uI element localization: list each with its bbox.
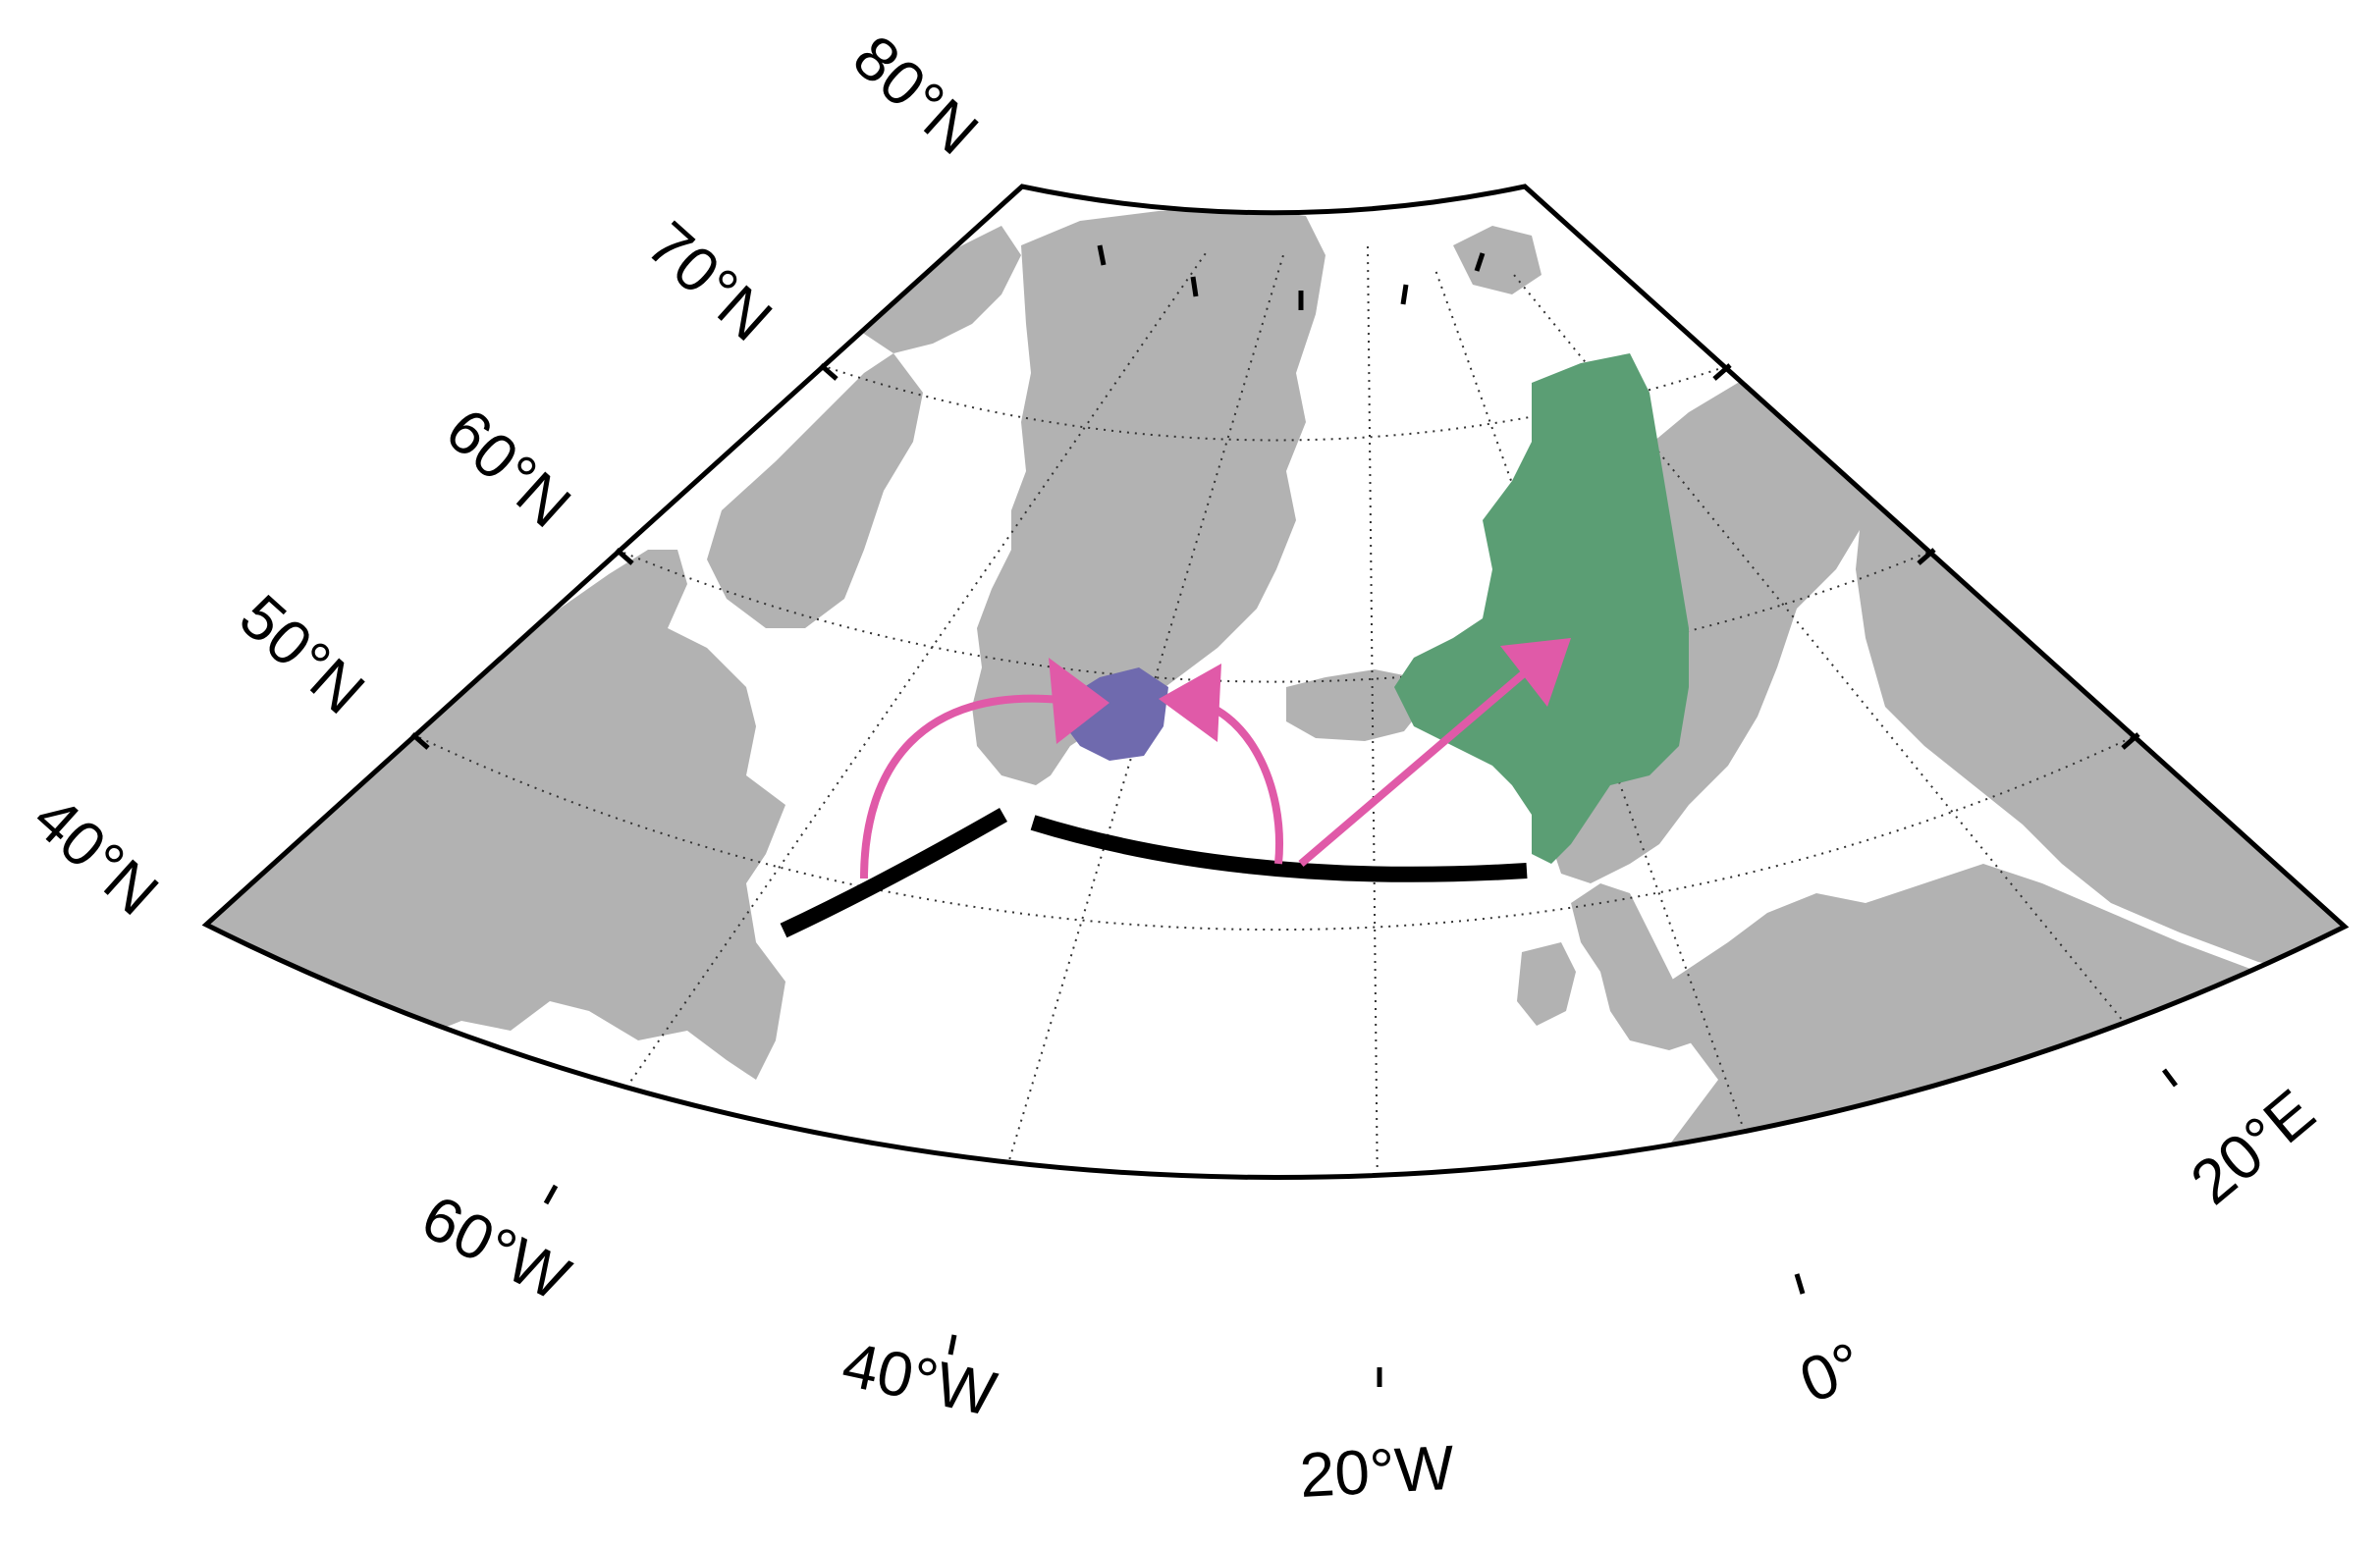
lon-label-20w: 20°W <box>1298 1432 1456 1511</box>
land-svalbard <box>1453 226 1542 294</box>
section-line-east <box>1030 815 1528 882</box>
lat-label-40n: 40°N <box>21 782 172 929</box>
parallel-60n <box>616 549 1935 683</box>
meridian-40w <box>949 254 1284 1178</box>
arrowhead-labrador <box>1049 658 1109 744</box>
lon-label-20e: 20°E <box>2178 1076 2328 1218</box>
tick-lon-40w <box>947 1334 957 1356</box>
tick-lat-50e <box>2121 732 2140 750</box>
arrowhead-irminger <box>1159 664 1221 742</box>
arrow-nordic-path <box>1298 659 1540 868</box>
land-arctic-islands <box>844 226 1021 353</box>
tick-lat-70 <box>819 363 838 381</box>
tick-lon-20e <box>2162 1068 2178 1088</box>
tick-lat-60 <box>615 548 634 565</box>
lat-label-70n: 70°N <box>634 208 785 354</box>
tick-top-60w <box>1097 244 1107 266</box>
lon-label-60w: 60°W <box>411 1181 581 1314</box>
land-north-america <box>206 550 785 1080</box>
meridian-0 <box>1434 269 1804 1178</box>
land-great-britain <box>1571 883 1699 1050</box>
land-ireland <box>1517 942 1576 1026</box>
lon-label-40w: 40°W <box>837 1328 1002 1429</box>
tick-top-40w <box>1190 276 1199 297</box>
region-nordic-seas <box>1394 353 1689 864</box>
map-frame <box>201 184 2350 1180</box>
tick-top-20e <box>1474 252 1486 272</box>
tick-lon-0 <box>1794 1273 1806 1295</box>
land-iceland <box>1286 669 1424 741</box>
lon-label-0: 0° <box>1790 1328 1872 1416</box>
tick-top-0 <box>1400 284 1409 305</box>
land-baffin-island <box>707 353 923 628</box>
meridian-20w <box>1367 244 1380 1178</box>
arrow-labrador-path <box>860 694 1061 879</box>
arrowheads <box>1049 638 1571 744</box>
land-greenland <box>972 206 1325 785</box>
tick-lat-60e <box>1917 548 1936 565</box>
tick-lon-60w <box>543 1184 559 1205</box>
arrowhead-nordic <box>1500 638 1571 707</box>
lat-label-60n: 60°N <box>433 395 584 541</box>
lat-label-50n: 50°N <box>227 581 378 727</box>
lat-label-80n: 80°N <box>840 22 992 168</box>
tick-lat-50 <box>410 732 430 750</box>
meridian-60w <box>545 249 1209 1178</box>
tick-lat-70e <box>1712 363 1732 381</box>
parallel-70n <box>820 364 1731 442</box>
ticks <box>410 244 2178 1387</box>
section-line <box>780 808 1528 938</box>
section-line-west <box>780 808 1007 938</box>
